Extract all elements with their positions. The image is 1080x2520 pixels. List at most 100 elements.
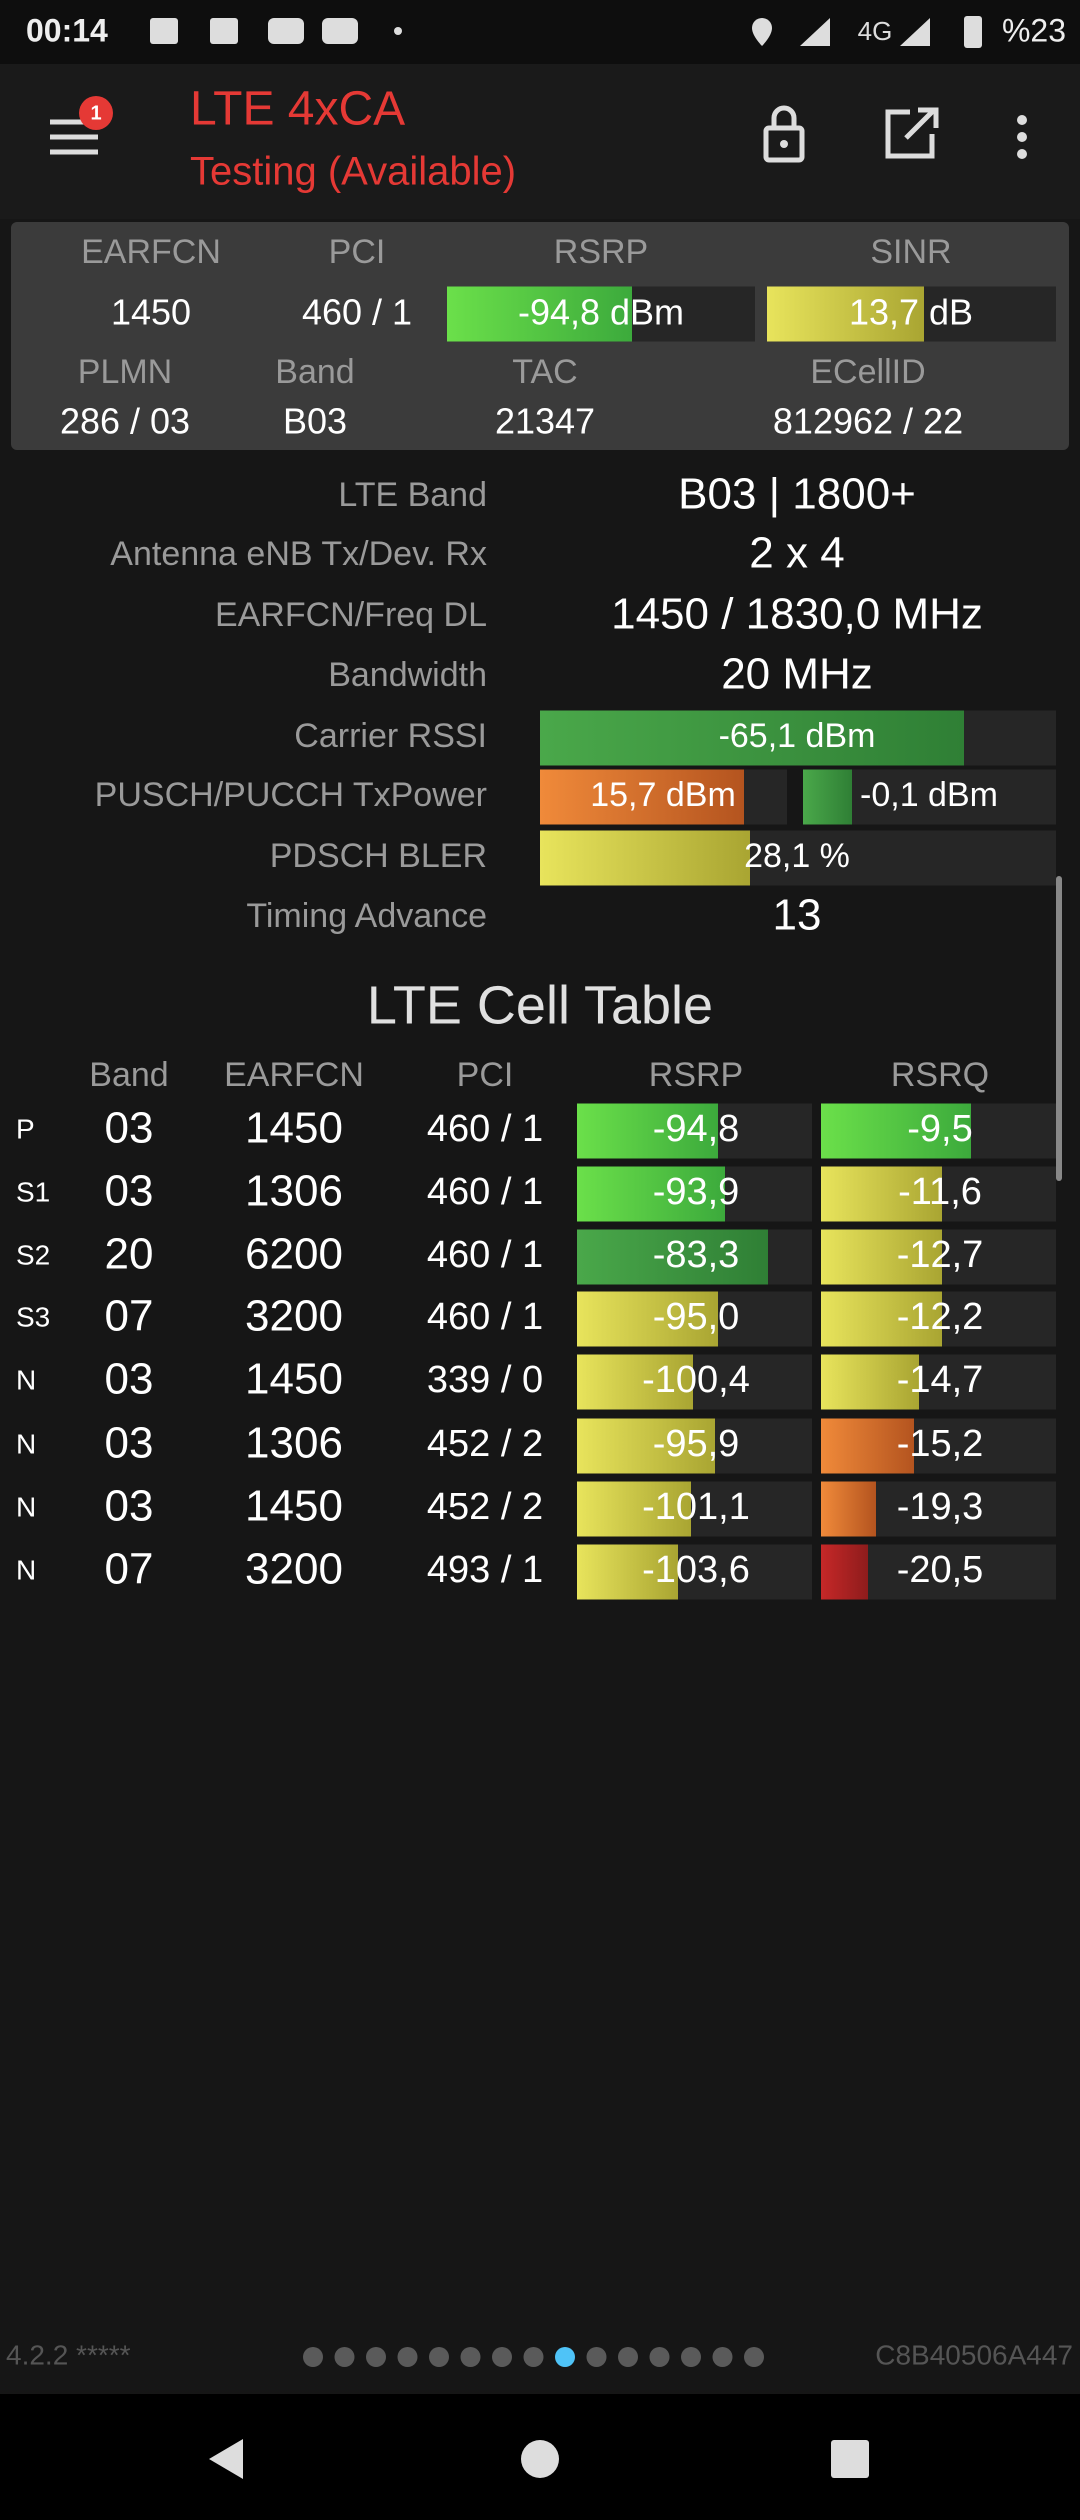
summary-header: EARFCN bbox=[81, 233, 221, 271]
summary-value: 13,7 dB bbox=[849, 292, 973, 333]
detail-label: EARFCN/Freq DL bbox=[215, 596, 487, 634]
table-title: LTE Cell Table bbox=[367, 975, 713, 1035]
summary-header: SINR bbox=[870, 233, 951, 271]
scrollbar bbox=[1056, 876, 1062, 1181]
page-dot[interactable] bbox=[303, 2347, 323, 2367]
cell-pci: 460 / 1 bbox=[427, 1234, 543, 1276]
cell-type: S2 bbox=[16, 1239, 50, 1270]
table-header: EARFCN bbox=[224, 1056, 364, 1094]
cell-type: S3 bbox=[16, 1301, 50, 1332]
page-dot[interactable] bbox=[555, 2347, 575, 2367]
cell-rsrp: -94,8 bbox=[653, 1108, 740, 1150]
home-button[interactable] bbox=[521, 2440, 559, 2478]
cell-rsrp: -83,3 bbox=[653, 1234, 740, 1276]
cell-earfcn: 1450 bbox=[245, 1355, 343, 1404]
page-dot[interactable] bbox=[366, 2347, 386, 2367]
share-button[interactable] bbox=[885, 107, 939, 159]
summary-header: PLMN bbox=[78, 353, 172, 391]
summary-value: -94,8 dBm bbox=[518, 292, 684, 333]
detail-label: PDSCH BLER bbox=[270, 837, 487, 875]
bler-bar bbox=[540, 830, 750, 886]
cell-rsrq: -19,3 bbox=[897, 1486, 984, 1528]
cell-pci: 339 / 0 bbox=[427, 1359, 543, 1401]
page-dot[interactable] bbox=[429, 2347, 449, 2367]
cell-band: 20 bbox=[105, 1230, 154, 1279]
device-id: C8B40506A447 bbox=[875, 2339, 1073, 2370]
detail-value: 1450 / 1830,0 MHz bbox=[611, 590, 983, 639]
rsrp-cell-bar bbox=[577, 1544, 678, 1600]
pucch-bar bbox=[803, 769, 852, 825]
cell-band: 07 bbox=[105, 1545, 154, 1594]
table-header: RSRQ bbox=[891, 1056, 989, 1094]
page-dot[interactable] bbox=[460, 2347, 481, 2367]
summary-header: RSRP bbox=[554, 233, 648, 271]
cell-rsrq: -14,7 bbox=[897, 1359, 984, 1401]
detail-value: 2 x 4 bbox=[749, 529, 844, 578]
summary-header: Band bbox=[275, 353, 354, 391]
cell-rsrp: -101,1 bbox=[642, 1486, 750, 1528]
cell-rsrp: -93,9 bbox=[653, 1171, 740, 1213]
lock-button[interactable] bbox=[763, 105, 805, 163]
network-type: 4G bbox=[858, 16, 893, 46]
table-header: RSRP bbox=[649, 1056, 743, 1094]
page-dot[interactable] bbox=[334, 2347, 355, 2367]
page-dot[interactable] bbox=[523, 2347, 544, 2367]
summary-value: 286 / 03 bbox=[60, 401, 190, 442]
cell-pci: 460 / 1 bbox=[427, 1296, 543, 1338]
rsrq-cell-bar bbox=[821, 1544, 868, 1600]
rsrq-cell-bar bbox=[821, 1418, 914, 1474]
cell-band: 03 bbox=[105, 1482, 154, 1531]
detail-label: PUSCH/PUCCH TxPower bbox=[95, 776, 487, 814]
more-button[interactable] bbox=[1017, 115, 1027, 159]
clock: 00:14 bbox=[26, 12, 108, 48]
cell-earfcn: 3200 bbox=[245, 1292, 343, 1341]
detail-value: -65,1 dBm bbox=[719, 717, 876, 755]
detail-value: -0,1 dBm bbox=[860, 776, 998, 814]
recent-button[interactable] bbox=[831, 2440, 869, 2478]
cell-earfcn: 3200 bbox=[245, 1545, 343, 1594]
summary-value: 1450 bbox=[111, 292, 191, 333]
summary-header: TAC bbox=[512, 353, 577, 391]
page-dot[interactable] bbox=[397, 2347, 418, 2367]
page-dot[interactable] bbox=[586, 2347, 607, 2367]
back-button[interactable] bbox=[209, 2439, 243, 2479]
detail-label: Antenna eNB Tx/Dev. Rx bbox=[110, 535, 487, 573]
version: 4.2.2 ***** bbox=[6, 2339, 131, 2370]
page-dot[interactable] bbox=[618, 2347, 638, 2367]
rsrp-cell-bar bbox=[577, 1229, 768, 1285]
rsrp-cell-bar bbox=[577, 1354, 693, 1410]
cell-pci: 452 / 2 bbox=[427, 1486, 543, 1528]
cell-type: N bbox=[16, 1428, 36, 1459]
cell-rsrq: -15,2 bbox=[897, 1423, 984, 1465]
rsrp-cell-bar bbox=[577, 1103, 718, 1159]
table-header: PCI bbox=[457, 1056, 514, 1094]
detail-label: LTE Band bbox=[338, 476, 487, 514]
lock-dot bbox=[780, 140, 788, 148]
detail-value: B03 | 1800+ bbox=[678, 470, 916, 519]
page-dot[interactable] bbox=[681, 2347, 701, 2367]
cell-pci: 452 / 2 bbox=[427, 1423, 543, 1465]
rsrq-cell-bar bbox=[821, 1166, 942, 1222]
cell-rsrp: -95,0 bbox=[653, 1296, 740, 1338]
cell-type: N bbox=[16, 1554, 36, 1585]
cell-pci: 460 / 1 bbox=[427, 1108, 543, 1150]
page-dot[interactable] bbox=[649, 2347, 670, 2367]
toolbar bbox=[0, 64, 1080, 219]
page-dot[interactable] bbox=[712, 2347, 733, 2367]
page-dot[interactable] bbox=[744, 2347, 764, 2367]
rsrq-cell-bar bbox=[821, 1481, 876, 1537]
cell-band: 07 bbox=[105, 1292, 154, 1341]
rsrq-cell-bar bbox=[821, 1229, 942, 1285]
cell-earfcn: 1306 bbox=[245, 1419, 343, 1468]
rsrq-cell-bar bbox=[821, 1291, 942, 1347]
cell-rsrq: -20,5 bbox=[897, 1549, 984, 1591]
detail-value: 28,1 % bbox=[744, 837, 850, 875]
cell-band: 03 bbox=[105, 1167, 154, 1216]
cell-pci: 493 / 1 bbox=[427, 1549, 543, 1591]
rsrp-cell-bar bbox=[577, 1481, 691, 1537]
badge bbox=[79, 96, 113, 130]
cell-rsrp: -95,9 bbox=[653, 1423, 740, 1465]
page-dot[interactable] bbox=[492, 2347, 512, 2367]
pusch-bar bbox=[540, 769, 744, 825]
